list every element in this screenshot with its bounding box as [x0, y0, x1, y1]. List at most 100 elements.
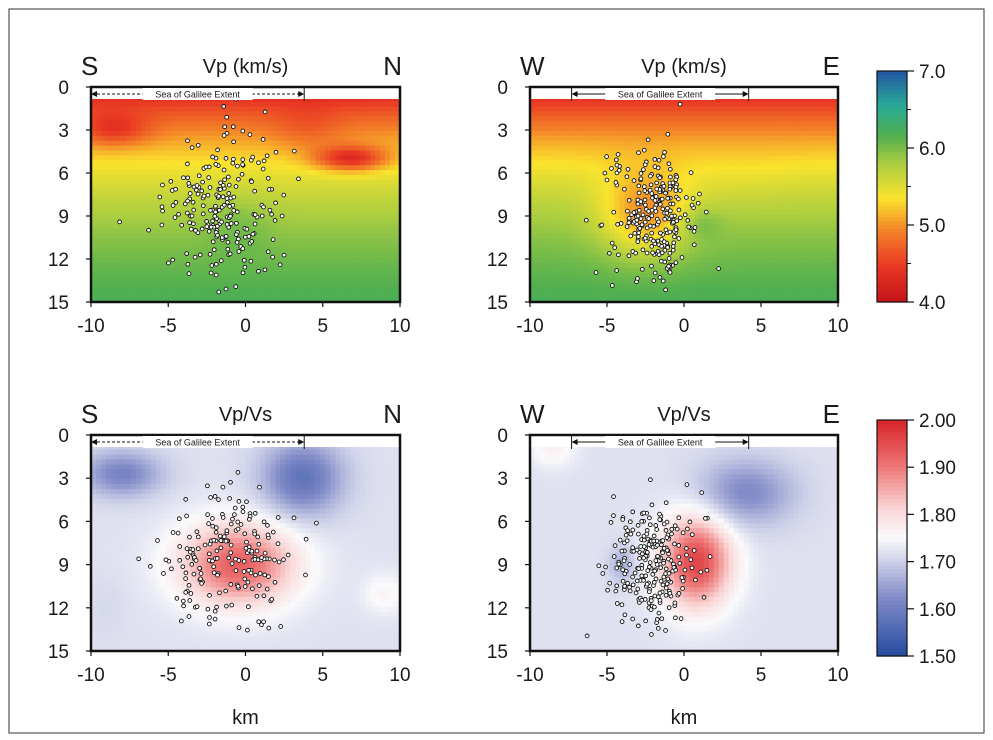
earthquake-marker [191, 207, 197, 213]
earthquake-marker [211, 564, 217, 570]
earthquake-marker [654, 617, 660, 622]
earthquake-marker [170, 203, 176, 208]
earthquake-marker [635, 239, 641, 244]
earthquake-marker [624, 174, 630, 180]
earthquake-marker [633, 250, 639, 256]
earthquake-marker [231, 156, 236, 162]
earthquake-marker [187, 549, 193, 555]
earthquake-marker [667, 590, 673, 596]
x-axis-label: km [671, 707, 698, 729]
earthquake-marker [253, 572, 258, 578]
earthquake-marker [656, 219, 661, 225]
earthquake-marker [249, 239, 255, 244]
earthquake-marker [266, 187, 272, 192]
earthquake-marker [225, 199, 230, 205]
earthquake-marker [607, 250, 612, 256]
earthquake-marker [641, 167, 646, 172]
earthquake-marker [232, 505, 238, 511]
earthquake-marker [252, 510, 258, 516]
earthquake-marker [684, 482, 690, 487]
earthquake-marker [257, 571, 263, 576]
direction-label-right: N [383, 399, 402, 429]
earthquake-marker [698, 569, 704, 575]
earthquake-marker [688, 170, 694, 175]
earthquake-marker [659, 196, 665, 202]
earthquake-marker [188, 591, 194, 596]
earthquake-marker [245, 579, 251, 585]
earthquake-marker [665, 131, 671, 137]
colorbar-tick-label: 1.70 [919, 553, 956, 574]
earthquake-marker [179, 222, 185, 228]
earthquake-marker [194, 183, 200, 188]
earthquake-marker [197, 565, 202, 571]
earthquake-marker [674, 218, 680, 224]
x-tick-label: -10 [77, 665, 104, 686]
earthquake-marker [638, 216, 644, 221]
earthquake-marker [225, 239, 231, 245]
earthquake-marker [637, 556, 642, 561]
earthquake-marker [252, 212, 258, 218]
earthquake-marker [658, 230, 663, 236]
earthquake-marker [653, 523, 659, 528]
earthquake-marker [223, 538, 229, 544]
earthquake-marker [207, 615, 212, 620]
earthquake-marker [191, 571, 197, 577]
earthquake-marker [615, 222, 620, 227]
earthquake-marker [680, 586, 685, 591]
earthquake-marker [254, 593, 260, 599]
colorbar-tick-label: 2.00 [919, 411, 956, 432]
earthquake-marker [204, 219, 209, 224]
earthquake-marker [233, 232, 239, 237]
y-tick-label: 3 [497, 469, 508, 490]
earthquake-marker [266, 625, 272, 631]
earthquake-marker [609, 240, 615, 246]
y-tick-label: 15 [48, 642, 69, 663]
earthquake-marker [223, 233, 229, 239]
earthquake-marker [626, 220, 632, 225]
earthquake-marker [256, 583, 262, 588]
earthquake-marker [604, 154, 609, 159]
earthquake-marker [168, 179, 174, 184]
earthquake-marker [652, 270, 658, 276]
y-tick-label: 6 [58, 512, 69, 533]
earthquake-marker [226, 555, 232, 561]
earthquake-marker [673, 567, 679, 573]
earthquake-marker [213, 529, 219, 535]
earthquake-marker [657, 511, 662, 517]
earthquake-marker [265, 175, 271, 181]
earthquake-marker [206, 551, 212, 557]
direction-label-left: W [520, 51, 545, 81]
earthquake-marker [665, 196, 671, 201]
earthquake-marker [174, 596, 180, 601]
earthquake-marker [649, 191, 655, 196]
earthquake-marker [639, 222, 645, 228]
earthquake-marker [676, 196, 681, 202]
earthquake-marker [222, 177, 227, 183]
earthquake-marker [651, 538, 657, 544]
earthquake-marker [701, 595, 707, 600]
earthquake-marker [212, 494, 218, 499]
direction-label-left: W [520, 399, 545, 429]
earthquake-marker [643, 618, 649, 624]
earthquake-marker [181, 603, 186, 609]
earthquake-marker [262, 267, 268, 273]
earthquake-marker [655, 248, 661, 254]
earthquake-marker [246, 234, 252, 239]
earthquake-marker [632, 570, 638, 576]
earthquake-marker [583, 217, 589, 223]
earthquake-marker [281, 557, 286, 562]
earthquake-marker [242, 531, 248, 537]
earthquake-marker [704, 567, 710, 573]
earthquake-marker [660, 538, 666, 543]
earthquake-marker [218, 258, 224, 263]
earthquake-marker [221, 167, 227, 173]
earthquake-marker [183, 590, 189, 595]
earthquake-marker [252, 188, 258, 194]
earthquake-marker [194, 529, 200, 535]
earthquake-marker [213, 209, 218, 215]
earthquake-marker [634, 217, 640, 223]
earthquake-marker [211, 247, 217, 253]
y-tick-label: 15 [487, 293, 508, 314]
earthquake-marker [249, 548, 255, 554]
earthquake-marker [596, 563, 602, 569]
